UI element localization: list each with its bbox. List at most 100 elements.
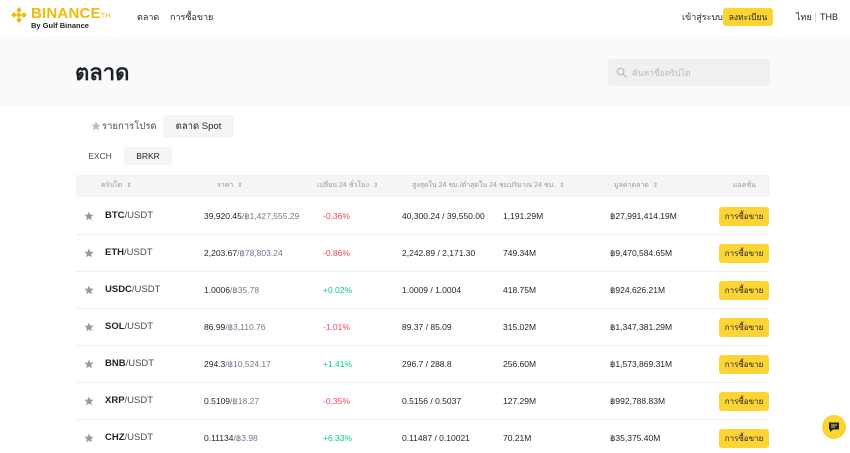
subtab-brkr[interactable]: BRKR: [124, 147, 172, 165]
table-row[interactable]: ETH/USDT 2,203.67/฿78,803.24 -0.86% 2,24…: [76, 235, 770, 272]
column-change[interactable]: เปลี่ยน 24 ชั่วโมง ⇕: [317, 182, 379, 189]
market-cap-cell: ฿35,375.40M: [610, 433, 661, 443]
trade-button[interactable]: การซื้อขาย: [719, 392, 769, 411]
nav-trade-link[interactable]: การซื้อขาย: [170, 12, 214, 22]
trade-button[interactable]: การซื้อขาย: [719, 318, 769, 337]
market-cap-cell: ฿992,788.83M: [610, 396, 666, 406]
change-cell: -0.36%: [323, 211, 350, 221]
trade-button[interactable]: การซื้อขาย: [719, 207, 769, 226]
trade-button[interactable]: การซื้อขาย: [719, 244, 769, 263]
change-cell: -0.35%: [323, 396, 350, 406]
logo-wordmark: BINANCE TH: [31, 5, 111, 22]
favorite-star-icon[interactable]: [84, 322, 94, 332]
sort-icon: ⇕: [237, 183, 243, 189]
volume-cell: 70.21M: [503, 433, 532, 443]
pair-symbol[interactable]: ETH/USDT: [105, 247, 153, 258]
pair-symbol[interactable]: USDC/USDT: [105, 284, 161, 295]
tab-spot-market[interactable]: ตลาด Spot: [163, 115, 234, 138]
column-market-cap[interactable]: มูลค่าตลาด ⇕: [614, 182, 658, 189]
pair-symbol[interactable]: SOL/USDT: [105, 321, 154, 332]
favorite-star-icon[interactable]: [84, 285, 94, 295]
pair-symbol[interactable]: CHZ/USDT: [105, 432, 154, 443]
change-cell: +0.02%: [323, 285, 353, 295]
nav-markets-link[interactable]: ตลาด: [137, 12, 160, 22]
favorite-star-icon[interactable]: [84, 396, 94, 406]
table-header: คริปโต ⇕ ราคา ⇕ เปลี่ยน 24 ชั่วโมง ⇕ สูงสุด…: [76, 175, 770, 197]
trade-button[interactable]: การซื้อขาย: [719, 281, 769, 300]
market-cap-cell: ฿9,470,584.65M: [610, 248, 673, 258]
favorite-star-icon[interactable]: [84, 433, 94, 443]
sort-icon: ⇕: [126, 183, 132, 189]
high-low-cell: 40,300.24 / 39,550.00: [402, 211, 485, 221]
tab-favorites[interactable]: รายการโปรด: [82, 115, 160, 138]
table-row[interactable]: SOL/USDT 86.99/฿3,110.76 -1.01% 89.37 / …: [76, 309, 770, 346]
column-price[interactable]: ราคา ⇕: [217, 182, 243, 189]
tab-favorites-label: รายการโปรด: [102, 121, 157, 132]
price-cell: 2,203.67/฿78,803.24: [204, 248, 283, 258]
column-crypto[interactable]: คริปโต ⇕: [101, 182, 132, 189]
volume-cell: 256.60M: [503, 359, 537, 369]
pair-symbol[interactable]: BTC/USDT: [105, 210, 154, 221]
market-cap-cell: ฿924,626.21M: [610, 285, 666, 295]
volume-cell: 749.34M: [503, 248, 537, 258]
sort-icon: ⇕: [652, 183, 658, 189]
table-row[interactable]: XRP/USDT 0.5109/฿18.27 -0.35% 0.5156 / 0…: [76, 383, 770, 420]
change-cell: +1.41%: [323, 359, 353, 369]
volume-cell: 315.02M: [503, 322, 537, 332]
high-low-cell: 0.11487 / 0.10021: [402, 433, 470, 443]
chat-support-button[interactable]: [822, 415, 846, 439]
sort-icon: ⇕: [559, 183, 565, 189]
chat-icon: [829, 422, 839, 432]
volume-cell: 1,191.29M: [503, 211, 544, 221]
currency-selector[interactable]: THB: [820, 12, 838, 22]
nav-divider: [815, 12, 816, 23]
register-button[interactable]: ลงทะเบียน: [723, 8, 773, 26]
language-selector[interactable]: ไทย: [796, 12, 812, 22]
top-nav: BINANCE TH By Gulf Binance ตลาด การซื้อข…: [0, 0, 850, 36]
subtab-exch[interactable]: EXCH: [88, 151, 112, 161]
binance-logo-icon: [11, 7, 27, 23]
binance-th-logo[interactable]: BINANCE TH By Gulf Binance: [10, 5, 130, 31]
favorite-star-icon[interactable]: [84, 248, 94, 258]
table-row[interactable]: BTC/USDT 39,920.45/฿1,427,555.29 -0.36% …: [76, 198, 770, 235]
high-low-cell: 296.7 / 288.8: [402, 359, 452, 369]
high-low-cell: 0.5156 / 0.5037: [402, 396, 462, 406]
table-row[interactable]: BNB/USDT 294.3/฿10,524.17 +1.41% 296.7 /…: [76, 346, 770, 383]
price-cell: 86.99/฿3,110.76: [204, 322, 266, 332]
high-low-cell: 89.37 / 85.09: [402, 322, 452, 332]
price-cell: 294.3/฿10,524.17: [204, 359, 271, 369]
price-cell: 39,920.45/฿1,427,555.29: [204, 211, 300, 221]
column-volume[interactable]: ปริมาณ 24 ชม. ⇕: [509, 182, 565, 189]
price-cell: 1.0006/฿35.78: [204, 285, 260, 295]
logo-subtitle: By Gulf Binance: [31, 21, 89, 30]
favorite-star-icon[interactable]: [84, 359, 94, 369]
sort-icon: ⇕: [373, 183, 379, 189]
login-link[interactable]: เข้าสู่ระบบ: [682, 12, 723, 22]
change-cell: +6.33%: [323, 433, 353, 443]
table-row[interactable]: USDC/USDT 1.0006/฿35.78 +0.02% 1.0009 / …: [76, 272, 770, 309]
change-cell: -0.86%: [323, 248, 350, 258]
market-cap-cell: ฿27,991,414.19M: [610, 211, 677, 221]
volume-cell: 418.75M: [503, 285, 537, 295]
search-input[interactable]: [632, 62, 762, 83]
trade-button[interactable]: การซื้อขาย: [719, 429, 769, 448]
pair-symbol[interactable]: BNB/USDT: [105, 358, 155, 369]
market-cap-cell: ฿1,573,869.31M: [610, 359, 673, 369]
page-title: ตลาด: [75, 60, 130, 85]
star-icon: [91, 121, 101, 131]
volume-cell: 127.29M: [503, 396, 537, 406]
high-low-cell: 1.0009 / 1.0004: [402, 285, 462, 295]
table-row[interactable]: CHZ/USDT 0.11134/฿3.98 +6.33% 0.11487 / …: [76, 420, 770, 453]
pair-symbol[interactable]: XRP/USDT: [105, 395, 154, 406]
column-action: แอคชั่น: [733, 182, 756, 189]
high-low-cell: 2,242.89 / 2,171.30: [402, 248, 476, 258]
change-cell: -1.01%: [323, 322, 350, 332]
column-high-low: สูงสุดใน 24 ชม./ต่ำสุดใน 24 ชม.: [412, 182, 511, 189]
price-cell: 0.5109/฿18.27: [204, 396, 260, 406]
trade-button[interactable]: การซื้อขาย: [719, 355, 769, 374]
price-cell: 0.11134/฿3.98: [204, 433, 258, 443]
favorite-star-icon[interactable]: [84, 211, 94, 221]
search-box[interactable]: [608, 59, 770, 86]
search-icon: [616, 67, 627, 78]
market-cap-cell: ฿1,347,381.29M: [610, 322, 673, 332]
